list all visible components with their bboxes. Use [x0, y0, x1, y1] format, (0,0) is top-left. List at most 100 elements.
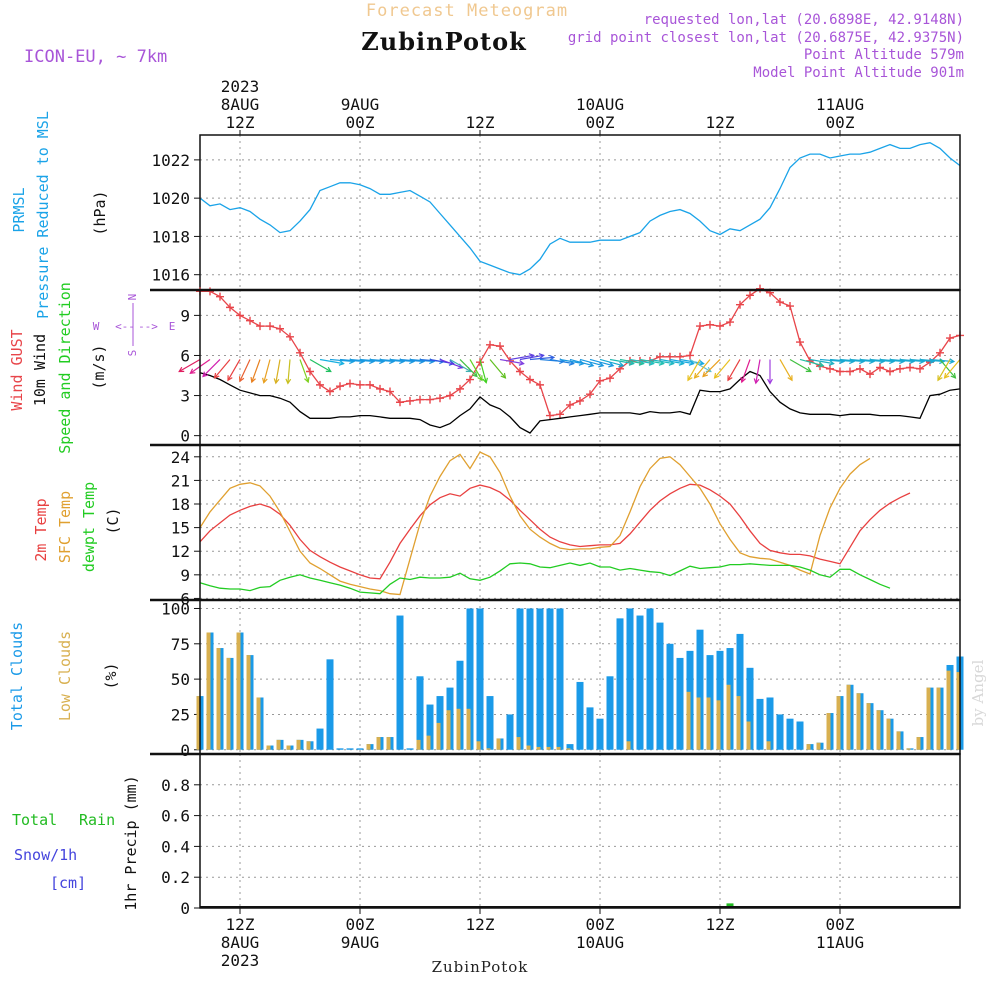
- total-cloud-bar: [466, 608, 474, 750]
- panel-frame: [199, 134, 961, 291]
- y-tick-label: 0: [180, 899, 190, 918]
- gust-marker: [656, 352, 664, 361]
- low-cloud-bar: [256, 697, 261, 750]
- wind-arrow-head: [693, 372, 700, 379]
- wind-arrow: [694, 359, 711, 379]
- temp-labels: 2m Temp SFC Temp dewpt Temp (C): [32, 482, 122, 572]
- gust-marker: [736, 300, 744, 309]
- bottom-tick-label: 8AUG: [221, 933, 260, 952]
- total-cloud-bar: [506, 714, 514, 750]
- bottom-tick-label: 9AUG: [341, 933, 380, 952]
- wind-arrow-head: [949, 358, 956, 365]
- gust-marker: [746, 291, 754, 300]
- wind-arrow-head: [702, 371, 708, 378]
- wind-arrow: [819, 358, 844, 363]
- low-cloud-bar: [366, 744, 371, 750]
- wind-arrow: [379, 358, 404, 363]
- gust-marker: [336, 382, 344, 391]
- gust-marker: [866, 370, 874, 379]
- total-cloud-bar: [626, 608, 634, 750]
- precip-ylabel: 1hr Precip (mm): [122, 775, 140, 910]
- low-cloud-bar: [536, 746, 541, 750]
- panel-temp: 691215182124: [171, 444, 961, 608]
- gust-marker: [726, 318, 734, 327]
- series-dewpt-temp: [199, 562, 891, 595]
- panel-clouds: 0 25 50 75 100: [161, 599, 964, 760]
- station-title: ZubinPotok: [361, 27, 527, 56]
- total-cloud-bar: [546, 608, 554, 750]
- low-cloud-bar: [276, 739, 281, 750]
- total-cloud-bar: [786, 718, 794, 750]
- prmsl-long-label: Pressure Reduced to MSL: [34, 111, 52, 319]
- wind-arrow-head: [500, 372, 507, 379]
- wind-arrow: [263, 359, 271, 383]
- total-cloud-bar: [476, 608, 484, 750]
- panel-wind: 0 3 6 9: [178, 284, 964, 446]
- wind-arrow: [687, 359, 701, 381]
- gust-marker: [356, 380, 364, 389]
- wind-arrow: [669, 358, 694, 365]
- wind-arrow-head: [472, 371, 478, 378]
- precip-total-label: Total: [12, 811, 57, 829]
- low-cloud-bar: [306, 741, 311, 750]
- series-sfc-temp: [199, 451, 871, 596]
- top-tick-label: 12Z: [466, 113, 495, 132]
- y-tick-label: 0.6: [161, 807, 190, 826]
- wind-arrow: [459, 359, 478, 377]
- wind-arrow: [909, 358, 934, 363]
- gust-marker: [946, 334, 954, 343]
- series-10m-wind: [199, 370, 961, 434]
- wind-arrow: [509, 354, 534, 361]
- rain-bar: [726, 903, 734, 907]
- wind-arrow: [702, 359, 721, 377]
- total-cloud-bar: [566, 744, 574, 750]
- low-cloud-bar: [706, 697, 711, 750]
- bottom-tick-label: 2023: [221, 951, 260, 970]
- low-cloud-bar: [806, 744, 811, 750]
- low-cloud-bar: [556, 746, 561, 750]
- wind-arrow: [369, 358, 394, 363]
- total-cloud-bar: [316, 728, 324, 750]
- y-tick-label: 50: [171, 670, 190, 689]
- wind-arrow-head: [448, 360, 455, 366]
- low-cloud-bar: [696, 697, 701, 750]
- bottom-tick-label: 00Z: [826, 915, 855, 934]
- wind-arrow: [579, 358, 604, 367]
- total-cloud-bar: [716, 650, 724, 750]
- gust-marker: [826, 364, 834, 373]
- low-cloud-bar: [946, 670, 951, 750]
- low-cloud-bar: [446, 710, 451, 750]
- pressure-ylabel: (hPa): [91, 190, 109, 235]
- wind-arrow: [789, 358, 812, 373]
- credit-watermark: by Angel: [969, 659, 987, 726]
- wind-arrow: [409, 358, 434, 363]
- y-tick-label: 24: [171, 448, 190, 467]
- total-cloud-bar: [656, 622, 664, 750]
- wind-arrow: [569, 358, 594, 367]
- gust-marker: [896, 364, 904, 373]
- wind-arrow: [609, 358, 634, 365]
- total-cloud-bar: [796, 721, 804, 750]
- pressure-labels: PRMSL Pressure Reduced to MSL (hPa): [10, 111, 109, 319]
- low-cloud-bar: [686, 691, 691, 750]
- low-cloud-bar: [816, 742, 821, 750]
- wind-arrow: [689, 358, 712, 373]
- y-tick-label: 0.2: [161, 868, 190, 887]
- wind-arrow: [755, 359, 761, 384]
- wind-arrow-head: [250, 377, 256, 384]
- y-tick-label: 3: [180, 387, 190, 406]
- wind-arrow: [359, 358, 384, 363]
- wind-arrow: [939, 359, 956, 379]
- gust-marker: [526, 375, 534, 384]
- y-tick-label: 1018: [151, 227, 190, 246]
- wind-arrow-head: [937, 375, 943, 382]
- precip-snow-label: Snow/1h: [14, 846, 77, 864]
- gust-marker: [306, 367, 314, 376]
- series-prmsl: [199, 142, 961, 276]
- panel-frame: [199, 753, 961, 909]
- wind-arrow: [329, 358, 354, 363]
- wind-direction-label: Speed and Direction: [56, 282, 74, 454]
- wind-arrow: [449, 358, 472, 373]
- low-cloud-bar: [916, 737, 921, 750]
